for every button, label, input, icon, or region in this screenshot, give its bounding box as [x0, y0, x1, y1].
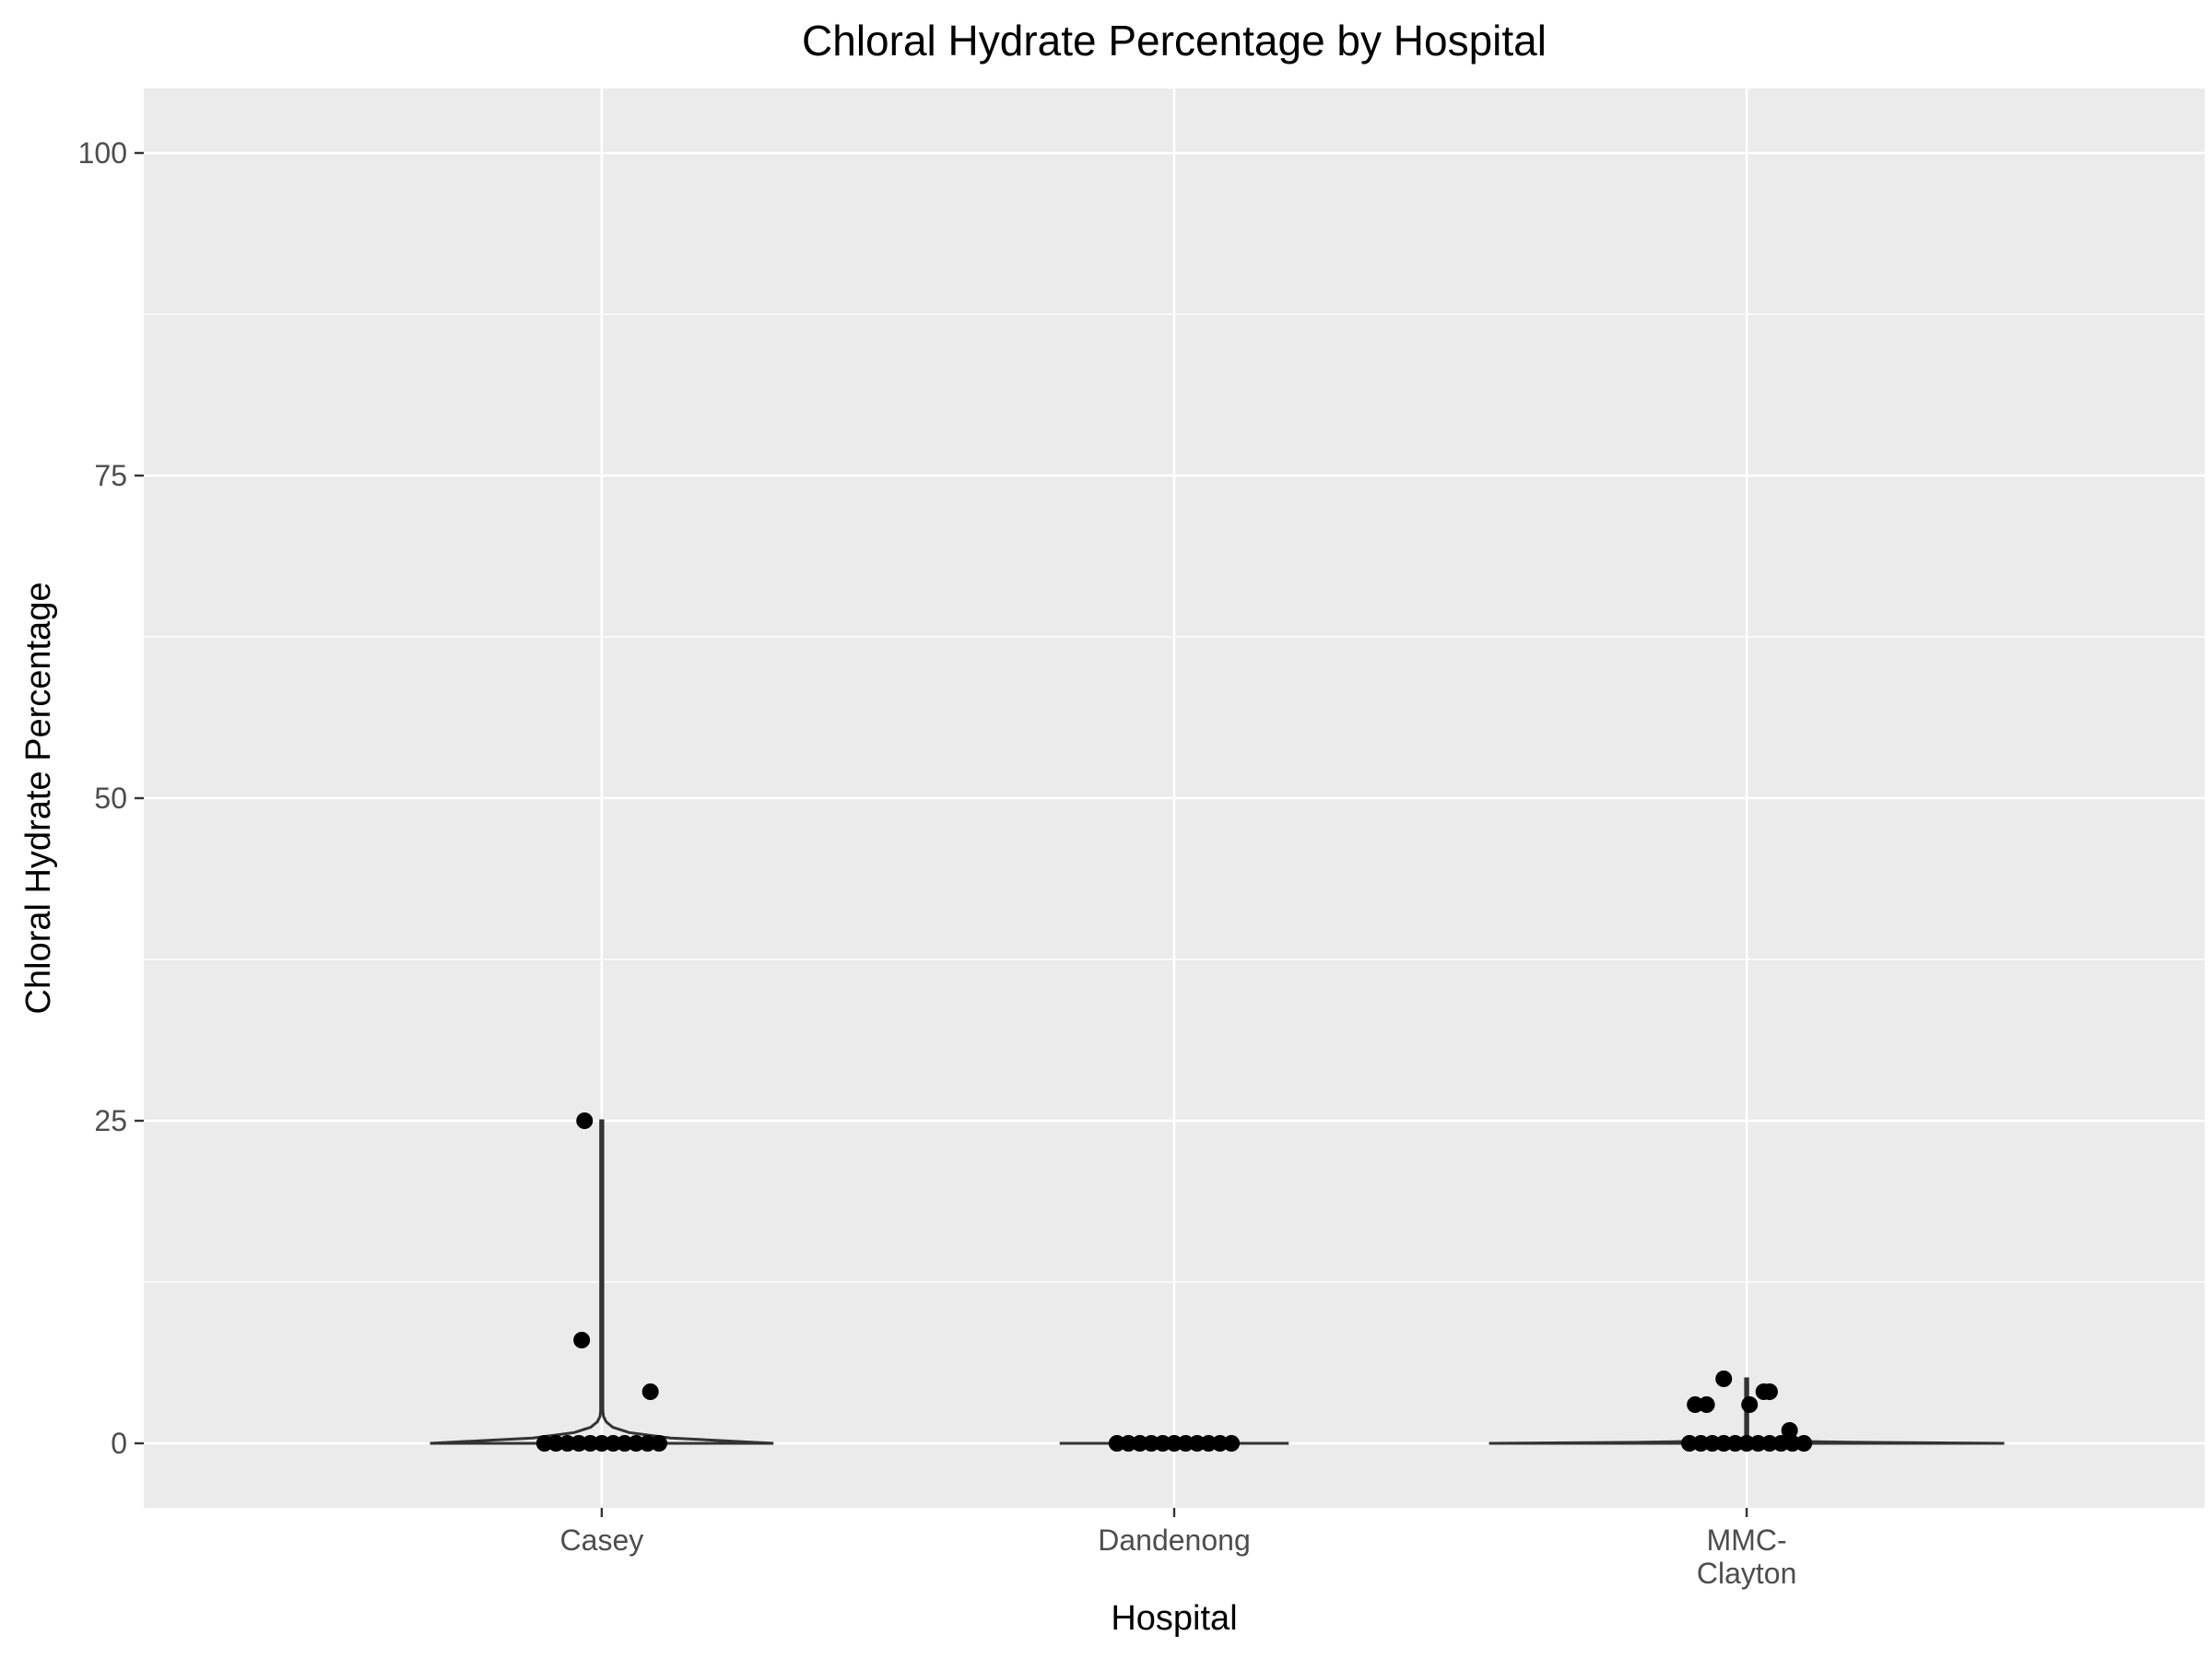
x-tick-label: MMC-Clayton	[1697, 1524, 1797, 1590]
x-axis-title: Hospital	[1111, 1599, 1237, 1638]
data-point	[1681, 1435, 1698, 1452]
y-axis-title: Chloral Hydrate Percentage	[19, 582, 58, 1015]
x-tick-label-line: Clayton	[1697, 1557, 1797, 1590]
data-point	[639, 1435, 656, 1452]
data-point	[1154, 1435, 1171, 1452]
data-point	[1703, 1435, 1721, 1452]
violin-casey	[429, 1119, 774, 1445]
data-point	[1726, 1435, 1744, 1452]
y-tick-label: 0	[111, 1427, 127, 1460]
data-point	[641, 1383, 659, 1400]
data-point	[1200, 1435, 1218, 1452]
x-tick-label-line: Dandenong	[1098, 1524, 1250, 1557]
data-point	[1760, 1435, 1778, 1452]
x-tick-label: Casey	[560, 1524, 644, 1557]
data-point	[1687, 1396, 1704, 1413]
data-point	[1698, 1396, 1715, 1413]
data-point	[1188, 1435, 1206, 1452]
data-point	[582, 1435, 599, 1452]
data-point	[1108, 1435, 1125, 1452]
data-point	[1211, 1435, 1229, 1452]
data-point	[616, 1435, 633, 1452]
y-tick-label: 50	[94, 782, 127, 815]
y-tick-label: 100	[78, 136, 127, 170]
data-point	[1781, 1422, 1798, 1439]
x-tick-label-line: MMC-	[1707, 1524, 1787, 1557]
data-point	[628, 1435, 645, 1452]
data-point	[1783, 1435, 1801, 1452]
data-point	[1772, 1435, 1790, 1452]
data-point	[1715, 1371, 1733, 1387]
data-point	[1738, 1435, 1756, 1452]
data-point	[1749, 1435, 1767, 1452]
data-point	[1177, 1435, 1194, 1452]
data-point	[559, 1435, 576, 1452]
axes: 0 25 50 75 100 Casey Dandenong MMC-Clayton	[78, 136, 1797, 1590]
data-point	[1795, 1435, 1813, 1452]
data-point	[1692, 1435, 1710, 1452]
data-point	[651, 1435, 667, 1452]
data-point	[1120, 1435, 1137, 1452]
y-tick-label: 75	[94, 459, 127, 492]
data-point	[535, 1435, 553, 1452]
data-points	[535, 1112, 1813, 1452]
data-point	[593, 1435, 610, 1452]
data-point	[1741, 1396, 1759, 1413]
data-point	[573, 1332, 591, 1348]
data-point	[576, 1112, 594, 1129]
data-point	[1715, 1435, 1733, 1452]
data-point	[1143, 1435, 1160, 1452]
x-tick-label-line: Casey	[560, 1524, 644, 1557]
data-point	[1760, 1383, 1778, 1400]
data-point	[1223, 1435, 1241, 1452]
chart-title: Chloral Hydrate Percentage by Hospital	[802, 17, 1547, 65]
data-point	[1166, 1435, 1182, 1452]
data-point	[547, 1435, 565, 1452]
y-tick-label: 25	[94, 1104, 127, 1137]
data-point	[571, 1435, 588, 1452]
x-tick-label: Dandenong	[1098, 1524, 1250, 1557]
data-point	[1131, 1435, 1148, 1452]
violin-mmc-clayton	[1488, 1377, 2005, 1445]
data-point	[605, 1435, 622, 1452]
